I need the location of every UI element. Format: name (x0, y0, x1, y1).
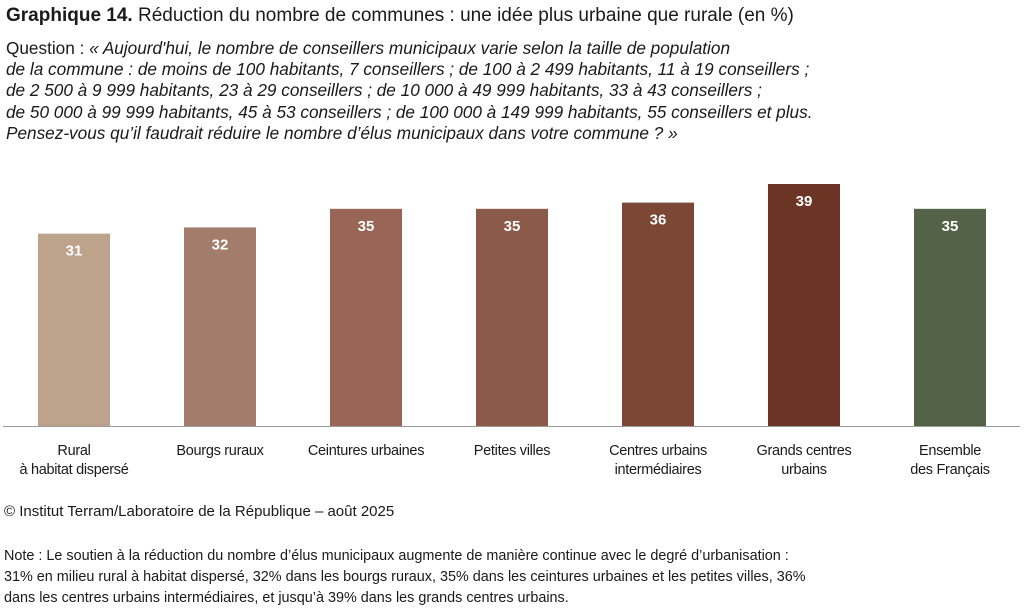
chart-title-text: Réduction du nombre de communes : une id… (137, 5, 794, 26)
x-tick-label-1: Rural à habitat dispersé (19, 443, 129, 478)
bar-5 (622, 202, 694, 426)
note-line-2: 31% en milieu rural à habitat dispersé, … (4, 569, 806, 585)
x-tick-label-4: Petites villes (473, 443, 551, 459)
x-tick-label-2: Bourgs ruraux (176, 443, 264, 459)
bar-chart: 31 32 35 35 36 39 35 (3, 184, 1020, 427)
note-line-1: Note : Le soutien à la réduction du nomb… (4, 548, 789, 564)
source-credit: © Institut Terram/Laboratoire de la Répu… (4, 503, 395, 520)
data-label-7: 35 (942, 218, 959, 235)
note-line-3: dans les centres urbains intermédiaires,… (4, 590, 569, 606)
question-text: Question : « Aujourd'hui, le nombre de c… (6, 38, 1018, 144)
question-line-3: de 2 500 à 9 999 habitants, 23 à 29 cons… (6, 80, 762, 101)
bar-6 (768, 184, 840, 426)
chart-title-number: Graphique 14. (6, 5, 133, 26)
question-line-1: Question : « Aujourd'hui, le nombre de c… (6, 38, 730, 58)
bar-4 (476, 208, 548, 426)
bar-2 (184, 227, 256, 426)
question-line-4: de 50 000 à 99 999 habitants, 45 à 53 co… (6, 101, 813, 122)
data-label-2: 32 (212, 236, 229, 253)
bar-3 (330, 208, 402, 426)
data-label-4: 35 (504, 218, 521, 235)
x-tick-label-3: Ceintures urbaines (307, 443, 425, 459)
question-label: Question : (6, 38, 85, 58)
question-line-2: de la commune : de moins de 100 habitant… (6, 59, 810, 80)
data-label-3: 35 (358, 218, 375, 235)
chart-title: Graphique 14. Réduction du nombre de com… (6, 4, 1018, 28)
data-label-6: 39 (796, 193, 813, 210)
x-tick-label-7: Ensemble des Français (910, 443, 990, 478)
bar-7 (914, 208, 986, 426)
chart-note: Note : Le soutien à la réduction du nomb… (4, 546, 1020, 609)
x-tick-label-5: Centres urbains intermédiaires (609, 443, 707, 478)
bar-1 (38, 233, 110, 426)
x-tick-label-6: Grands centres urbains (756, 443, 852, 478)
data-label-1: 31 (66, 243, 83, 260)
question-line-5: Pensez-vous qu’il faudrait réduire le no… (6, 122, 678, 143)
data-label-5: 36 (650, 212, 667, 229)
